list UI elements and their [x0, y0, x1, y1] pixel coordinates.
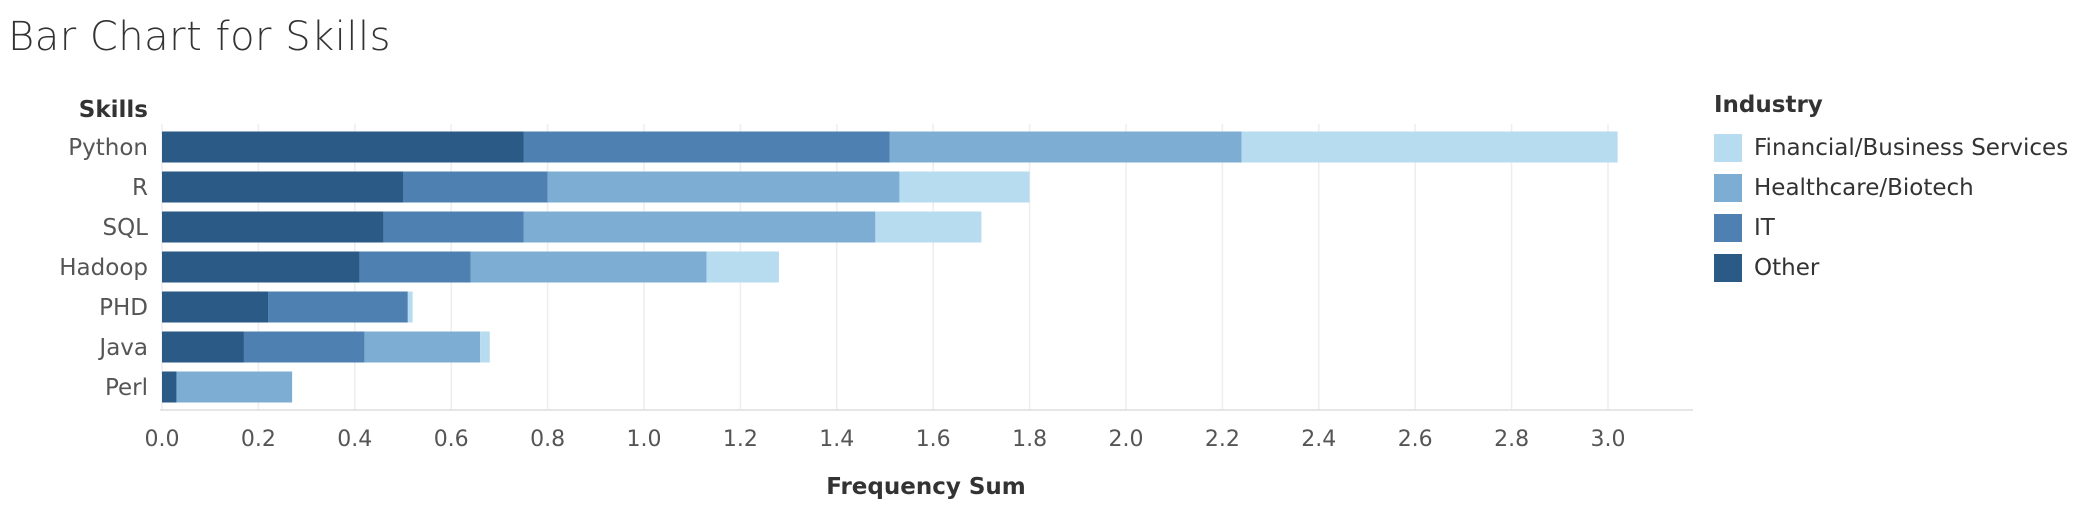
bar-segment	[162, 331, 244, 363]
category-label: PHD	[99, 295, 148, 321]
bar-segment	[162, 131, 524, 163]
x-tick-label: 0.6	[434, 427, 469, 452]
bar-segment	[706, 251, 779, 283]
legend-swatch	[1714, 134, 1742, 162]
legend-swatch	[1714, 254, 1742, 282]
x-tick-label: 0.4	[337, 427, 372, 452]
category-label: Perl	[105, 375, 148, 401]
bar-segment	[547, 171, 900, 203]
legend-item[interactable]: Financial/Business Services	[1714, 128, 2068, 168]
bar-segment	[875, 211, 982, 243]
bar-segment	[162, 291, 269, 323]
category-label: Hadoop	[59, 255, 148, 281]
bar-segment	[899, 171, 1030, 203]
legend-swatch	[1714, 174, 1742, 202]
legend-title: Industry	[1714, 92, 1823, 118]
bar-segment	[359, 251, 471, 283]
x-tick-label: 1.2	[723, 427, 758, 452]
bar-chart: Python R SQL Hadoop PHD Java Perl 0.0 0.2 0.4 0.6…	[59, 97, 1693, 500]
legend-item[interactable]: Healthcare/Biotech	[1714, 168, 2068, 208]
bar-segment	[480, 331, 490, 363]
x-tick-label: 2.0	[1109, 427, 1144, 452]
x-tick-labels: 0.0 0.2 0.4 0.6 0.8 1.0 1.2 1.4 1.6 1.8 2.0 2.2 2.4 2…	[145, 427, 1626, 452]
legend-label: IT	[1754, 215, 1775, 241]
bar-segment	[403, 171, 548, 203]
x-tick-label: 2.6	[1398, 427, 1433, 452]
bar-segment	[407, 291, 413, 323]
bar-segment	[470, 251, 707, 283]
legend-label: Healthcare/Biotech	[1754, 175, 1974, 201]
bar-segment	[364, 331, 481, 363]
category-label: R	[132, 175, 148, 201]
bar-segment	[523, 211, 876, 243]
x-tick-label: 0.2	[241, 427, 276, 452]
category-label: Python	[68, 135, 148, 161]
legend-swatch	[1714, 214, 1742, 242]
legend-item[interactable]: IT	[1714, 208, 2068, 248]
bar-segment	[176, 371, 293, 403]
bars	[162, 131, 1618, 403]
bar-segment	[162, 251, 360, 283]
category-axis-title: Skills	[79, 97, 148, 123]
legend: Industry Financial/Business Services Heal…	[1714, 92, 2068, 288]
x-tick-label: 1.6	[916, 427, 951, 452]
bar-segment	[889, 131, 1242, 163]
x-tick-label: 2.4	[1301, 427, 1336, 452]
chart-title: Bar Chart for Skills	[8, 14, 391, 60]
category-label: SQL	[102, 215, 148, 241]
bar-segment	[1241, 131, 1618, 163]
legend-label: Other	[1754, 255, 1820, 281]
x-tick-label: 1.8	[1012, 427, 1047, 452]
legend-item[interactable]: Other	[1714, 248, 2068, 288]
category-label: Java	[97, 335, 148, 361]
x-tick-label: 2.2	[1205, 427, 1240, 452]
bar-segment	[162, 171, 403, 203]
x-tick-label: 1.4	[819, 427, 854, 452]
bar-segment	[162, 371, 177, 403]
x-tick-label: 2.8	[1494, 427, 1529, 452]
legend-items: Financial/Business Services Healthcare/Bi…	[1714, 128, 2068, 288]
bar-segment	[523, 131, 890, 163]
x-axis-title: Frequency Sum	[826, 474, 1026, 500]
legend-label: Financial/Business Services	[1754, 135, 2069, 161]
category-labels: Python R SQL Hadoop PHD Java Perl	[59, 135, 148, 401]
bar-segment	[383, 211, 524, 243]
bar-segment	[268, 291, 408, 323]
x-tick-label: 0.0	[145, 427, 180, 452]
bar-segment	[162, 211, 384, 243]
x-tick-label: 1.0	[627, 427, 662, 452]
bar-segment	[243, 331, 365, 363]
x-tick-label: 3.0	[1591, 427, 1626, 452]
x-tick-label: 0.8	[530, 427, 565, 452]
